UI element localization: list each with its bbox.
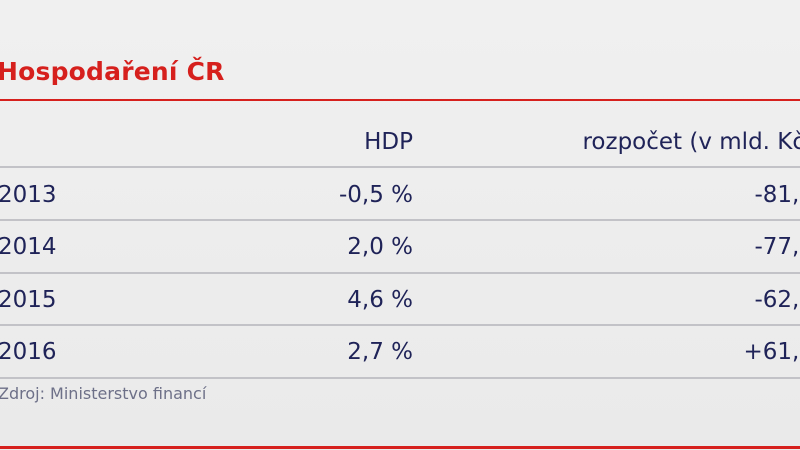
table-title: Hospodaření ČR [0, 57, 225, 86]
row-divider [0, 377, 800, 379]
source-note: Zdroj: Ministerstvo financí [0, 384, 207, 403]
row-divider [0, 219, 800, 221]
header-hdp: HDP [364, 129, 413, 155]
row-divider [0, 324, 800, 326]
row-budget: +61,8 [743, 339, 800, 365]
title-underline [0, 99, 800, 101]
bottom-accent-rule [0, 446, 800, 449]
row-budget: -62,8 [754, 287, 800, 313]
header-budget: rozpočet (v mld. Kč) [582, 129, 800, 155]
row-hdp: -0,5 % [338, 182, 413, 208]
row-budget: -77,8 [754, 234, 800, 260]
row-year: 2015 [0, 287, 57, 313]
row-hdp: 2,7 % [347, 339, 413, 365]
row-hdp: 4,6 % [347, 287, 413, 313]
row-divider [0, 272, 800, 274]
row-year: 2013 [0, 182, 57, 208]
row-budget: -81,3 [754, 182, 800, 208]
row-year: 2014 [0, 234, 57, 260]
row-year: 2016 [0, 339, 57, 365]
header-divider [0, 166, 800, 168]
row-hdp: 2,0 % [347, 234, 413, 260]
